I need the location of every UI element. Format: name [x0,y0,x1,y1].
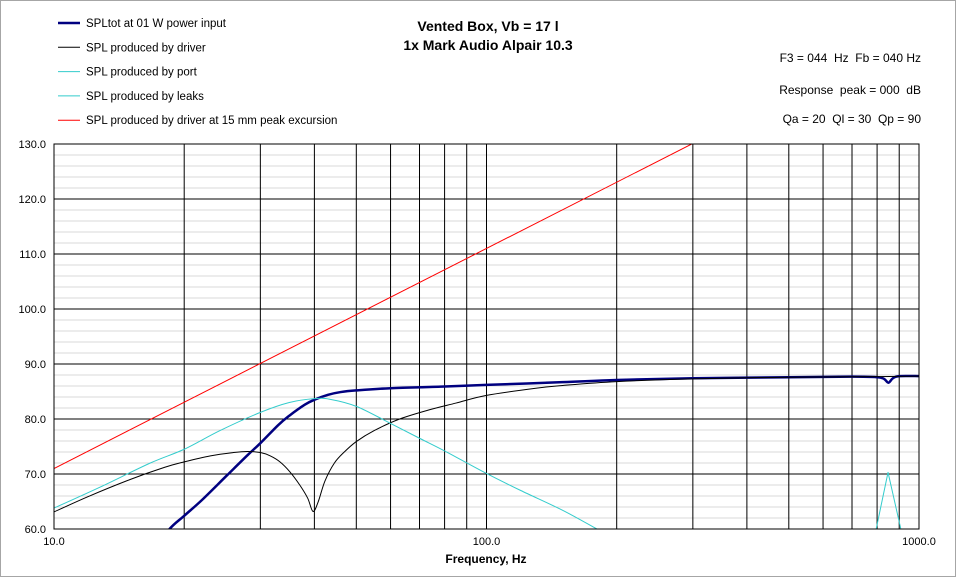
chart-subtitle: 1x Mark Audio Alpair 10.3 [403,37,573,53]
response-peak-readout: Response peak = 000 dB [779,83,921,97]
y-tick-label: 60.0 [25,524,46,536]
series-line-spl-produced-by-driver [54,375,919,513]
plot-border [53,143,920,530]
legend-label: SPLtot at 01 W power input [86,18,227,30]
y-tick-label: 90.0 [25,359,46,371]
legend-label: SPL produced by driver [86,42,206,54]
y-tick-label: 130.0 [18,139,46,151]
legend-item: SPL produced by port [58,67,198,79]
y-axis-ticks: 130.0 120.0 110.0 100.0 90.0 80.0 70.0 60.0 [18,139,46,536]
y-tick-label: 120.0 [18,194,46,206]
legend-label: SPL produced by leaks [86,91,204,103]
y-tick-label: 110.0 [19,249,46,261]
legend-item: SPL produced by driver [58,42,206,54]
legend-item: SPL produced by leaks [58,91,204,103]
x-tick-label: 100.0 [473,536,501,548]
x-axis-label: Frequency, Hz [445,552,526,566]
series-line-spl-produced-by-leaks [875,471,902,529]
legend: SPLtot at 01 W power input SPL produced b… [58,18,337,127]
legend-item: SPLtot at 01 W power input [58,18,227,30]
series-layer [54,144,919,529]
f3-fb-readout: F3 = 044 Hz Fb = 040 Hz [780,51,921,65]
legend-label: SPL produced by driver at 15 mm peak exc… [86,115,337,127]
series-line-spl-produced-by-driver-at-15-mm-peak-excursion [54,144,693,469]
y-tick-label: 100.0 [18,304,46,316]
series-line-spl-produced-by-port [54,397,598,529]
legend-label: SPL produced by port [86,67,198,79]
y-tick-label: 70.0 [25,469,46,481]
y-tick-label: 80.0 [25,414,46,426]
x-axis-ticks: 10.0 100.0 1000.0 [43,536,936,548]
legend-item: SPL produced by driver at 15 mm peak exc… [58,115,337,127]
gridlines [54,144,919,529]
x-tick-label: 10.0 [43,536,64,548]
x-tick-label: 1000.0 [902,536,936,548]
q-values-readout: Qa = 20 Ql = 30 Qp = 90 [783,112,922,126]
chart-title: Vented Box, Vb = 17 l [417,18,558,34]
series-line-spltot-at-01-w-power-input [167,374,919,529]
